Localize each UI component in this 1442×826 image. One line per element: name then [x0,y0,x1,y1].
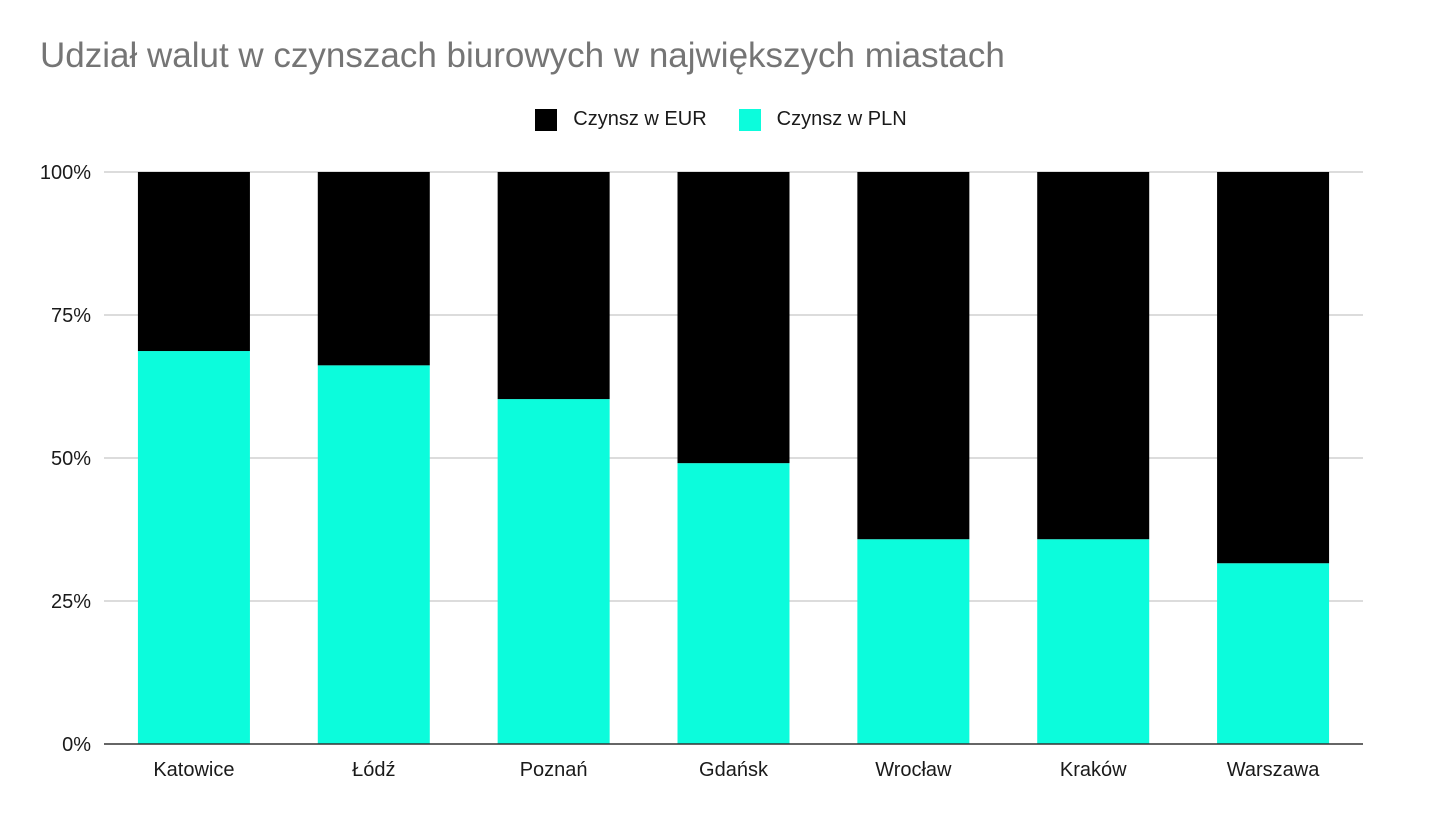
legend-swatch-eur [535,108,558,131]
bar-segment-pln [137,351,250,744]
bar-segment-eur [317,172,430,366]
legend-item-pln: Czynsz w PLN [738,108,907,131]
x-category-label: Katowice [153,759,234,781]
chart-title: Udział walut w czynszach biurowych w naj… [40,36,1005,75]
y-tick-label: 75% [51,305,91,327]
bar-segment-eur [677,172,790,464]
legend-item-eur: Czynsz w EUR [535,108,707,131]
bar-segment-pln [857,539,970,744]
bar-segment-pln [677,463,790,744]
y-tick-label: 25% [51,591,91,613]
bar-segment-eur [1217,172,1330,564]
bar-segment-eur [497,172,610,400]
x-category-label: Kraków [1060,759,1127,781]
x-category-label: Łódź [352,759,395,781]
x-category-label: Wrocław [875,759,952,781]
bar-segment-pln [1037,539,1150,744]
legend: Czynsz w EUR Czynsz w PLN [0,108,1442,131]
bar-segment-eur [857,172,970,540]
x-category-label: Warszawa [1227,759,1320,781]
bar-segment-pln [497,399,610,744]
x-category-label: Gdańsk [699,759,769,781]
y-tick-label: 100% [40,162,91,184]
bar-segment-eur [1037,172,1150,540]
y-tick-label: 0% [62,734,91,756]
x-category-label: Poznań [520,759,588,781]
legend-label-pln: Czynsz w PLN [776,108,907,130]
y-tick-label: 50% [51,448,91,470]
bar-segment-eur [137,172,250,352]
bar-segment-pln [317,365,430,744]
legend-label-eur: Czynsz w EUR [573,108,707,130]
bar-segment-pln [1217,563,1330,744]
legend-swatch-pln [738,108,761,131]
